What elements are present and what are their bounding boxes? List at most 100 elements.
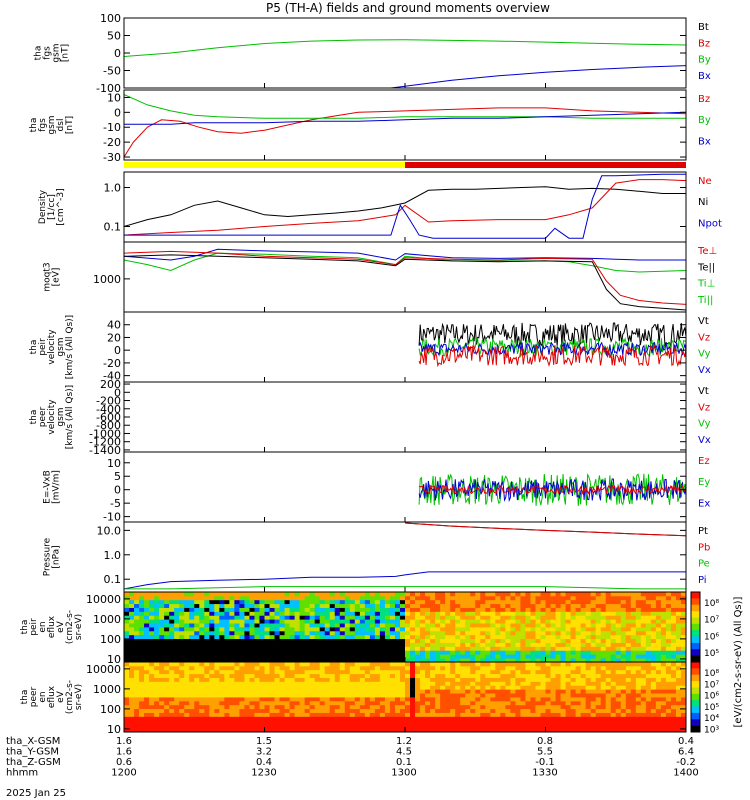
peer_spec-cell [640, 724, 647, 729]
peer_spec-cell [545, 708, 551, 713]
peir_spec-cell [675, 627, 682, 632]
peir_spec-cell [279, 658, 285, 663]
y-tick-label: -100 [96, 82, 121, 95]
ephemeris-label: tha_Z-GSM [6, 757, 61, 768]
peir_spec-cell [535, 658, 541, 663]
peir_spec-cell [405, 650, 411, 655]
peir_spec-cell [500, 642, 506, 647]
peer_spec-cell [415, 700, 421, 706]
peir_spec-cell [144, 646, 150, 651]
peer_spec-cell [415, 712, 421, 717]
peir_spec-cell [139, 627, 145, 632]
peer_spec-cell [425, 673, 431, 678]
peir_spec-cell [304, 650, 311, 655]
peer_spec-cell [670, 716, 677, 721]
peer_spec-cell [274, 700, 280, 706]
peer_spec-cell [405, 685, 411, 690]
peir_spec-cell [139, 650, 145, 655]
peer_spec-cell [470, 724, 476, 729]
colorbar-cell [691, 681, 700, 688]
peer_spec-cell [244, 697, 250, 702]
peir_spec-cell [580, 646, 587, 651]
peer_spec-cell [655, 720, 662, 725]
peir_spec-cell [450, 599, 456, 605]
peir_spec-cell [665, 611, 672, 616]
peir_spec-cell [364, 658, 371, 663]
peir_spec-cell [490, 607, 496, 612]
peir_spec-cell [675, 619, 682, 624]
peer_spec-cell [264, 689, 270, 694]
peer_spec-cell [615, 712, 622, 717]
peir_spec-cell [294, 630, 301, 636]
peir_spec-cell [495, 634, 501, 640]
peer_spec-cell [304, 677, 311, 682]
peir_spec-cell [470, 650, 476, 655]
peir_spec-cell [485, 619, 491, 624]
peir_spec-cell [204, 623, 210, 628]
y-axis-label: tha [29, 410, 39, 425]
peir_spec-cell [650, 592, 657, 597]
peir_spec-cell [560, 611, 566, 616]
peir_spec-cell [460, 630, 466, 636]
peer_spec-cell [630, 665, 637, 671]
peir_spec-cell [149, 646, 155, 651]
peer_spec-cell [610, 708, 617, 713]
peir_spec-cell [545, 611, 551, 616]
peir_spec-cell [339, 658, 346, 663]
peir_spec-cell [585, 650, 592, 655]
peir_spec-cell [324, 592, 331, 597]
peer_spec-cell [620, 724, 627, 729]
peer_spec-cell [319, 728, 326, 733]
peir_spec-cell [635, 630, 642, 636]
peer_spec-cell [430, 677, 436, 682]
peir_spec-cell [164, 650, 170, 655]
peir_spec-cell [359, 603, 366, 608]
peer_spec-cell [465, 700, 471, 706]
peir_spec-cell [249, 619, 255, 624]
peir_spec-cell [284, 638, 290, 643]
peir_spec-cell [179, 611, 185, 616]
peir_spec-cell [249, 658, 255, 663]
peer_spec-cell [665, 693, 672, 698]
peir_spec-cell [545, 638, 551, 643]
y-axis-label: en [38, 691, 48, 702]
peir_spec-cell [640, 623, 647, 628]
peer_spec-cell [505, 704, 511, 710]
peer_spec-cell [384, 704, 391, 710]
peer_spec-cell [445, 728, 451, 733]
peir_spec-cell [495, 592, 501, 597]
peer_spec-cell [214, 673, 220, 678]
peer_spec-cell [530, 669, 536, 675]
peir_spec-cell [374, 638, 381, 643]
peir_spec-cell [304, 638, 311, 643]
peir_spec-cell [189, 650, 195, 655]
peir_spec-cell [625, 658, 632, 663]
peir_spec-cell [294, 592, 301, 597]
peer_spec-cell [555, 716, 561, 721]
peer_spec-cell [259, 716, 265, 721]
peer_spec-cell [304, 728, 311, 733]
peir_spec-cell [339, 595, 346, 601]
peir_spec-cell [500, 599, 506, 605]
peer_spec-cell [435, 677, 441, 682]
peir_spec-cell [515, 630, 521, 636]
peer_spec-cell [420, 662, 426, 667]
peer_spec-cell [239, 681, 245, 686]
peer_spec-cell [349, 708, 356, 713]
peer_spec-cell [640, 665, 647, 671]
peir_spec-cell [420, 595, 426, 601]
peer_spec-cell [645, 697, 652, 702]
peer_spec-cell [154, 700, 160, 706]
peir_spec-cell [555, 646, 561, 651]
peir_spec-cell [505, 654, 511, 659]
peir_spec-cell [339, 627, 346, 632]
peer_spec-cell [660, 693, 667, 698]
peir_spec-cell [334, 638, 341, 643]
peir_spec-cell [555, 627, 561, 632]
peir_spec-cell [144, 630, 150, 636]
peir_spec-cell [289, 607, 296, 612]
peer_spec-cell [224, 685, 230, 690]
peir_spec-cell [675, 615, 682, 620]
peir_spec-cell [410, 615, 416, 620]
peir_spec-cell [595, 611, 602, 616]
